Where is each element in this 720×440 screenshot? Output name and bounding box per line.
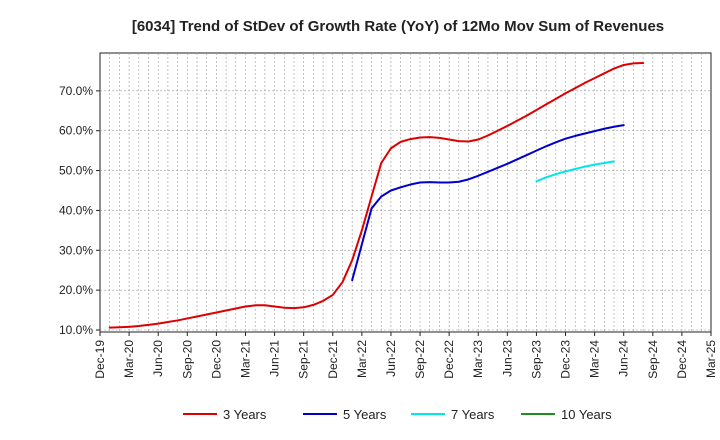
x-tick-label: Jun-24 [617,340,631,377]
x-tick-label: Mar-20 [122,340,136,378]
series-line-5-years [351,124,625,282]
x-tick-label: Mar-22 [355,340,369,378]
x-tick-label: Jun-20 [151,340,165,377]
legend-label: 10 Years [561,407,612,422]
y-tick-label: 20.0% [59,283,93,297]
y-tick-label: 30.0% [59,243,93,257]
x-tick-label: Dec-21 [326,340,340,379]
x-tick-label: Jun-22 [384,340,398,377]
grid-lines [100,53,711,332]
chart-title: [6034] Trend of StDev of Growth Rate (Yo… [132,18,664,35]
y-tick-label: 70.0% [59,84,93,98]
x-tick-label: Dec-22 [442,340,456,379]
y-tick-label: 60.0% [59,124,93,138]
x-tick-label: Sep-20 [180,340,194,379]
x-tick-label: Sep-23 [529,340,543,379]
series-line-7-years [535,160,616,183]
x-tick-label: Dec-20 [209,340,223,379]
x-tick-label: Mar-21 [238,340,252,378]
y-tick-label: 40.0% [59,203,93,217]
y-axis: 10.0% 20.0% 30.0% 40.0% 50.0% 60.0% 70.0% [59,84,100,337]
x-tick-label: Sep-24 [646,340,660,379]
series-lines [108,61,645,329]
x-tick-label: Mar-23 [471,340,485,378]
legend-label: 3 Years [223,407,267,422]
x-tick-label: Mar-25 [704,340,718,378]
y-tick-label: 50.0% [59,164,93,178]
legend-label: 5 Years [343,407,387,422]
x-tick-label: Jun-21 [268,340,282,377]
plot-area [99,52,712,333]
x-tick-label: Dec-24 [675,340,689,379]
y-tick-label: 10.0% [59,323,93,337]
legend-label: 7 Years [451,407,495,422]
x-tick-label: Dec-19 [93,340,107,379]
legend: 3 Years 5 Years 7 Years 10 Years [183,407,612,422]
x-tick-label: Sep-21 [297,340,311,379]
x-tick-label: Sep-22 [413,340,427,379]
x-tick-label: Jun-23 [500,340,514,377]
x-axis: Dec-19 Mar-20 Jun-20 Sep-20 Dec-20 Mar-21 Jun-… [93,332,718,379]
x-tick-label: Dec-23 [559,340,573,379]
series-line-3-years [108,61,645,329]
x-tick-label: Mar-24 [588,340,602,378]
